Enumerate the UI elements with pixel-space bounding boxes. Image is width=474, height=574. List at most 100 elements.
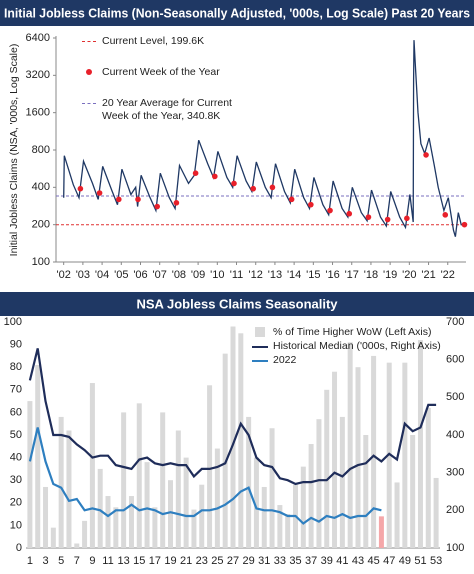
legend-entry: Current Level, 199.6K [82,35,282,48]
bar [417,340,423,548]
legend-entry: % of Time Higher WoW (Left Axis) [252,326,452,339]
x-tick-label: 37 [305,555,317,567]
x-tick-label: 43 [352,555,364,567]
x-tick-label: 31 [258,555,270,567]
bar [43,486,49,548]
legend-entry: 20 Year Average for Current Week of the … [82,97,232,123]
x-tick-label: 39 [321,555,333,567]
data-point [442,212,449,218]
legend-swatch [82,41,96,42]
x-tick-label: 41 [336,555,348,567]
x-tick-label: '21 [421,269,435,281]
data-point [346,210,353,217]
y-tick-label: 100 [4,316,22,328]
x-tick-label: '20 [402,269,416,281]
y-axis-label: Initial Jobless Claims (NSA, '000s, Log … [8,44,20,257]
y-tick-label: 20 [10,497,22,509]
bar [253,457,259,548]
x-tick-label: 11 [102,555,113,567]
bar [207,385,213,548]
title-bar [0,0,474,26]
legend-label: Current Level, 199.6K [102,35,205,47]
bar [27,401,33,548]
data-point [135,196,141,203]
bar [300,466,306,548]
legend-entry: Historical Median ('000s, Right Axis) [252,340,452,353]
data-point [154,203,161,210]
data-point [250,185,257,192]
data-point [404,215,410,222]
x-tick-label: 5 [58,555,64,567]
data-point [365,214,372,220]
data-point [96,190,103,196]
x-tick-label: '06 [133,269,147,281]
bar [347,342,353,548]
data-point [384,216,391,223]
y-tick-label: 400 [32,181,50,193]
bar [394,482,400,548]
bar [410,435,416,548]
legend-swatch [252,360,268,362]
bar [261,486,267,548]
y2-tick-label: 200 [446,504,464,516]
bar [35,364,41,548]
chart-title: NSA Jobless Claims Seasonality [136,296,338,311]
bar [128,496,134,548]
y-tick-label: 30 [10,474,22,486]
bar [402,362,408,548]
x-tick-label: '18 [364,269,378,281]
y-tick-label: 60 [10,406,22,418]
x-tick-label: '14 [287,269,301,281]
bar [230,326,236,548]
bar [238,333,244,548]
x-tick-label: 27 [227,555,239,567]
bar [105,496,111,548]
x-tick-label: '03 [76,269,90,281]
x-tick-label: 51 [414,555,426,567]
y-tick-label: 90 [10,339,22,351]
title-bar [0,292,474,316]
chart-title: Initial Jobless Claims (Non-Seasonally A… [4,5,470,20]
data-point [77,185,84,192]
x-tick-label: 53 [430,555,442,567]
y-tick-label: 6400 [26,32,50,44]
bar [152,507,158,548]
bar [222,353,228,548]
x-tick-label: 13 [118,555,130,567]
data-point [212,173,218,180]
bar [324,389,330,548]
data-point [231,180,237,187]
bar [199,484,205,548]
bar [74,543,80,548]
y-tick-label: 3200 [26,69,50,81]
bar [144,462,150,548]
y-tick-label: 80 [10,361,22,373]
bar [386,362,392,548]
x-tick-label: 1 [27,555,33,567]
data-point [288,196,295,203]
x-tick-label: 35 [289,555,301,567]
x-tick-label: 15 [133,555,145,567]
x-tick-label: '19 [383,269,397,281]
data-point [423,152,429,158]
x-tick-label: 3 [42,555,48,567]
bar [175,430,181,548]
bar [113,507,119,548]
y-tick-label: 40 [10,452,22,464]
legend-label: Historical Median ('000s, Right Axis) [273,340,441,352]
x-tick-label: '17 [345,269,359,281]
data-line [63,40,465,237]
data-point [308,201,314,208]
y-tick-label: 50 [10,429,22,441]
data-point [192,170,199,177]
x-tick-label: '07 [153,269,167,281]
data-point [115,196,122,203]
x-tick-label: 29 [242,555,254,567]
legend-entry: Current Week of the Year [86,66,286,79]
y2-tick-label: 700 [446,316,464,328]
legend-entry: 2022 [252,354,452,367]
x-tick-label: '04 [95,269,109,281]
bar [355,367,361,548]
legend-label: % of Time Higher WoW (Left Axis) [273,326,432,338]
